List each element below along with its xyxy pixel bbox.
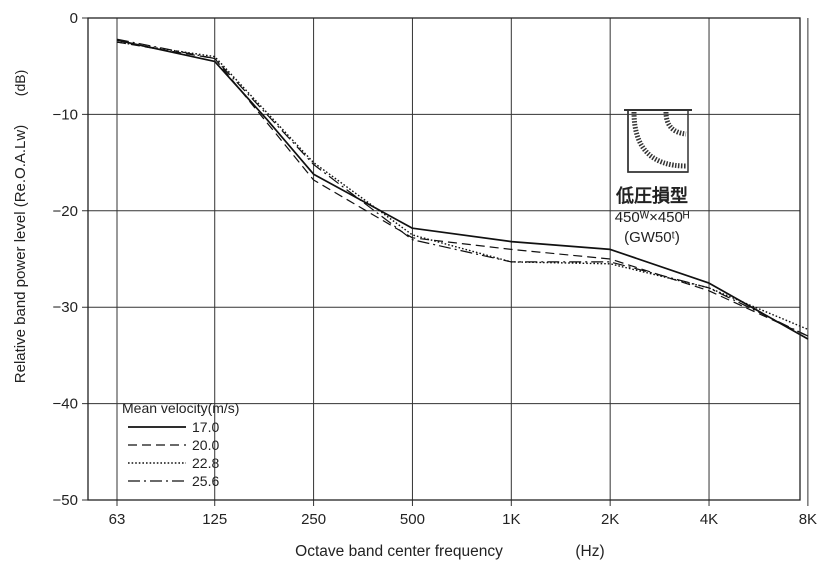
y-tick-label: −40 — [53, 396, 78, 413]
annotation-title: 低圧損型 — [615, 185, 688, 206]
x-tick-label: 2K — [601, 511, 619, 528]
grid — [82, 17, 809, 506]
duct-elbow-diagram — [624, 109, 692, 173]
x-tick-label: 4K — [700, 511, 718, 528]
legend-title: Mean velocity(m/s) — [122, 400, 239, 416]
y-tick-labels: 0 −10 −20 −30 −40 −50 — [53, 10, 78, 509]
y-tick-label: −50 — [53, 492, 78, 509]
series-line-25-6 — [116, 38, 809, 337]
annotation-size: 450ᵂ×450ᴴ — [615, 209, 690, 226]
x-tick-label: 250 — [301, 511, 326, 528]
x-tick-label: 1K — [502, 511, 520, 528]
x-axis-unit: (Hz) — [575, 543, 604, 560]
x-tick-labels: 63 125 250 500 1K 2K 4K 8K — [109, 511, 817, 528]
legend-label: 22.8 — [192, 455, 219, 471]
x-axis-label: Octave band center frequency — [295, 543, 503, 560]
series-line-17-0 — [116, 39, 809, 340]
y-tick-label: −10 — [53, 106, 78, 123]
x-tick-label: 63 — [109, 511, 126, 528]
y-tick-label: −20 — [53, 203, 78, 220]
y-tick-label: 0 — [70, 10, 78, 27]
x-tick-label: 8K — [799, 511, 817, 528]
annotation-insulation: (GW50ᵗ) — [624, 229, 680, 246]
x-tick-label: 500 — [400, 511, 425, 528]
y-tick-label: −30 — [53, 299, 78, 316]
plot-frame — [87, 17, 801, 501]
y-axis-unit: (dB) — [12, 70, 28, 96]
legend-label: 20.0 — [192, 437, 219, 453]
y-axis-label: Relative band power level (Re.O.A.Lw) — [12, 125, 29, 383]
legend-label: 25.6 — [192, 473, 219, 489]
legend: Mean velocity(m/s) 17.0 20.0 22.8 25.6 — [122, 400, 239, 489]
series-lines — [116, 38, 809, 340]
series-line-20-0 — [116, 41, 809, 337]
legend-label: 17.0 — [192, 419, 219, 435]
x-tick-label: 125 — [202, 511, 227, 528]
